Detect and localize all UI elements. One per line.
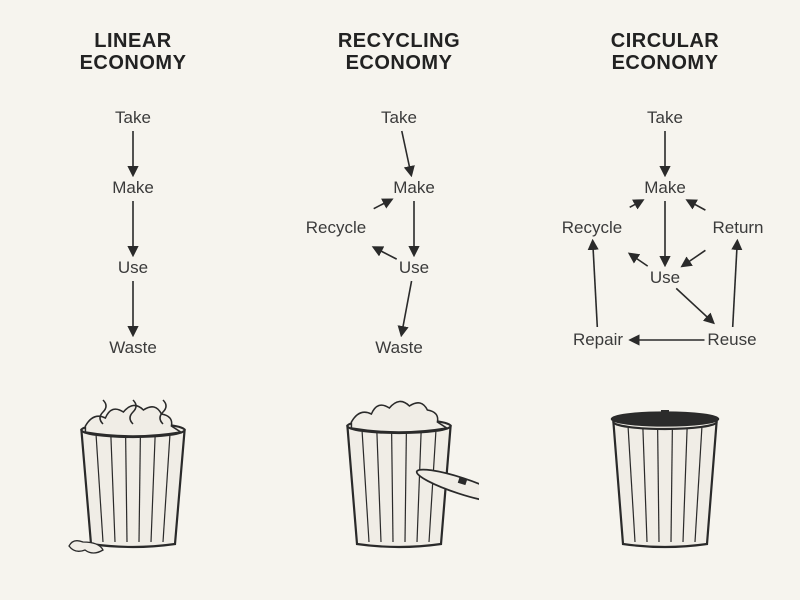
arrow-use-to-reuse xyxy=(676,288,713,322)
node-reuse: Reuse xyxy=(707,330,756,350)
arrow-recycle-to-make xyxy=(374,199,392,208)
arrow-return-to-use xyxy=(682,250,705,266)
node-make: Make xyxy=(644,178,686,198)
node-repair: Repair xyxy=(573,330,623,350)
node-return: Return xyxy=(712,218,763,238)
column-recycling: RECYCLINGECONOMYTakeMakeRecycleUseWaste xyxy=(266,0,532,600)
node-recycle: Recycle xyxy=(562,218,622,238)
arrow-use-to-recycle xyxy=(374,247,397,259)
trash-bin-icon xyxy=(319,380,479,570)
trash-bin-icon xyxy=(53,380,213,570)
node-make: Make xyxy=(393,178,435,198)
node-take: Take xyxy=(381,108,417,128)
node-recycle: Recycle xyxy=(306,218,366,238)
arrow-take-to-make xyxy=(402,131,411,175)
arrow-use-to-waste xyxy=(401,281,411,335)
arrow-use-to-recycle xyxy=(630,254,648,266)
column-circular: CIRCULARECONOMYTakeMakeRecycleReturnUseR… xyxy=(532,0,798,600)
arrow-return-to-make xyxy=(687,200,705,210)
arrow-recycle-to-make xyxy=(630,200,643,207)
trash-bin-icon xyxy=(585,380,745,570)
node-use: Use xyxy=(399,258,429,278)
node-take: Take xyxy=(647,108,683,128)
arrow-reuse-to-return xyxy=(733,241,738,327)
node-waste: Waste xyxy=(109,338,157,358)
node-use: Use xyxy=(118,258,148,278)
node-waste: Waste xyxy=(375,338,423,358)
node-make: Make xyxy=(112,178,154,198)
column-linear: LINEARECONOMYTakeMakeUseWaste xyxy=(0,0,266,600)
node-use: Use xyxy=(650,268,680,288)
node-take: Take xyxy=(115,108,151,128)
arrow-repair-to-recycle xyxy=(593,241,598,327)
